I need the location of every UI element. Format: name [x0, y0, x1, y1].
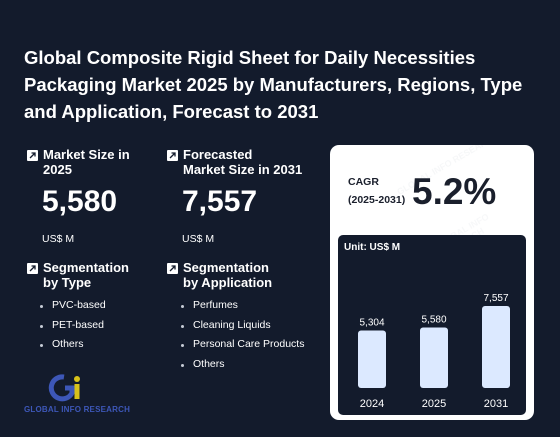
- bar-2025: [420, 327, 448, 388]
- bar-2024: [358, 330, 386, 388]
- forecast-value: 7,557: [182, 185, 258, 218]
- trend-arrow-icon: [167, 150, 178, 161]
- market-size-unit: US$ M: [42, 233, 75, 245]
- cagr-label: CAGR (2025-2031): [348, 176, 406, 206]
- list-item: Cleaning Liquids: [181, 316, 304, 336]
- x-tick-label: 2031: [484, 398, 508, 410]
- trend-arrow-icon: [27, 263, 38, 274]
- cagr-card: GLOBAL INFO RESEARCH GLOBAL INFO RESEARC…: [330, 145, 534, 420]
- forecast-label: Forecasted Market Size in 2031: [183, 147, 303, 177]
- list-item: Personal Care Products: [181, 335, 304, 355]
- list-item: PET-based: [40, 316, 106, 336]
- segment-application-label: Segmentation by Application: [183, 260, 273, 290]
- list-item: Others: [40, 335, 106, 355]
- market-size-value: 5,580: [42, 185, 118, 218]
- company-logo-text: GLOBAL INFO RESEARCH: [24, 405, 131, 414]
- bar-value-label: 7,557: [483, 293, 508, 304]
- market-size-label: Market Size in 2025: [43, 147, 130, 177]
- forecast-unit: US$ M: [182, 233, 215, 245]
- chart-unit-label: Unit: US$ M: [344, 242, 401, 253]
- page-title: Global Composite Rigid Sheet for Daily N…: [24, 47, 523, 122]
- x-tick-label: 2025: [422, 398, 446, 410]
- x-tick-label: 2024: [360, 398, 384, 410]
- list-item: PVC-based: [40, 296, 106, 316]
- bar-value-label: 5,304: [359, 317, 384, 328]
- chart-plot: 5,304 2024 5,580 2025 7,557 2031: [358, 293, 510, 410]
- bar-chart: Unit: US$ M 5,304 2024 5,580 2025 7,557 2031: [338, 235, 526, 415]
- bar-value-label: 5,580: [421, 314, 446, 325]
- company-logo: [24, 373, 104, 410]
- trend-arrow-icon: [167, 263, 178, 274]
- list-item: Perfumes: [181, 296, 304, 316]
- segment-type-list: PVC-based PET-based Others: [40, 296, 106, 355]
- bar-2031: [482, 306, 510, 388]
- trend-arrow-icon: [27, 150, 38, 161]
- segment-type-label: Segmentation by Type: [43, 260, 129, 290]
- segment-application-list: Perfumes Cleaning Liquids Personal Care …: [181, 296, 304, 374]
- cagr-value: 5.2%: [412, 171, 497, 212]
- list-item: Others: [181, 355, 304, 375]
